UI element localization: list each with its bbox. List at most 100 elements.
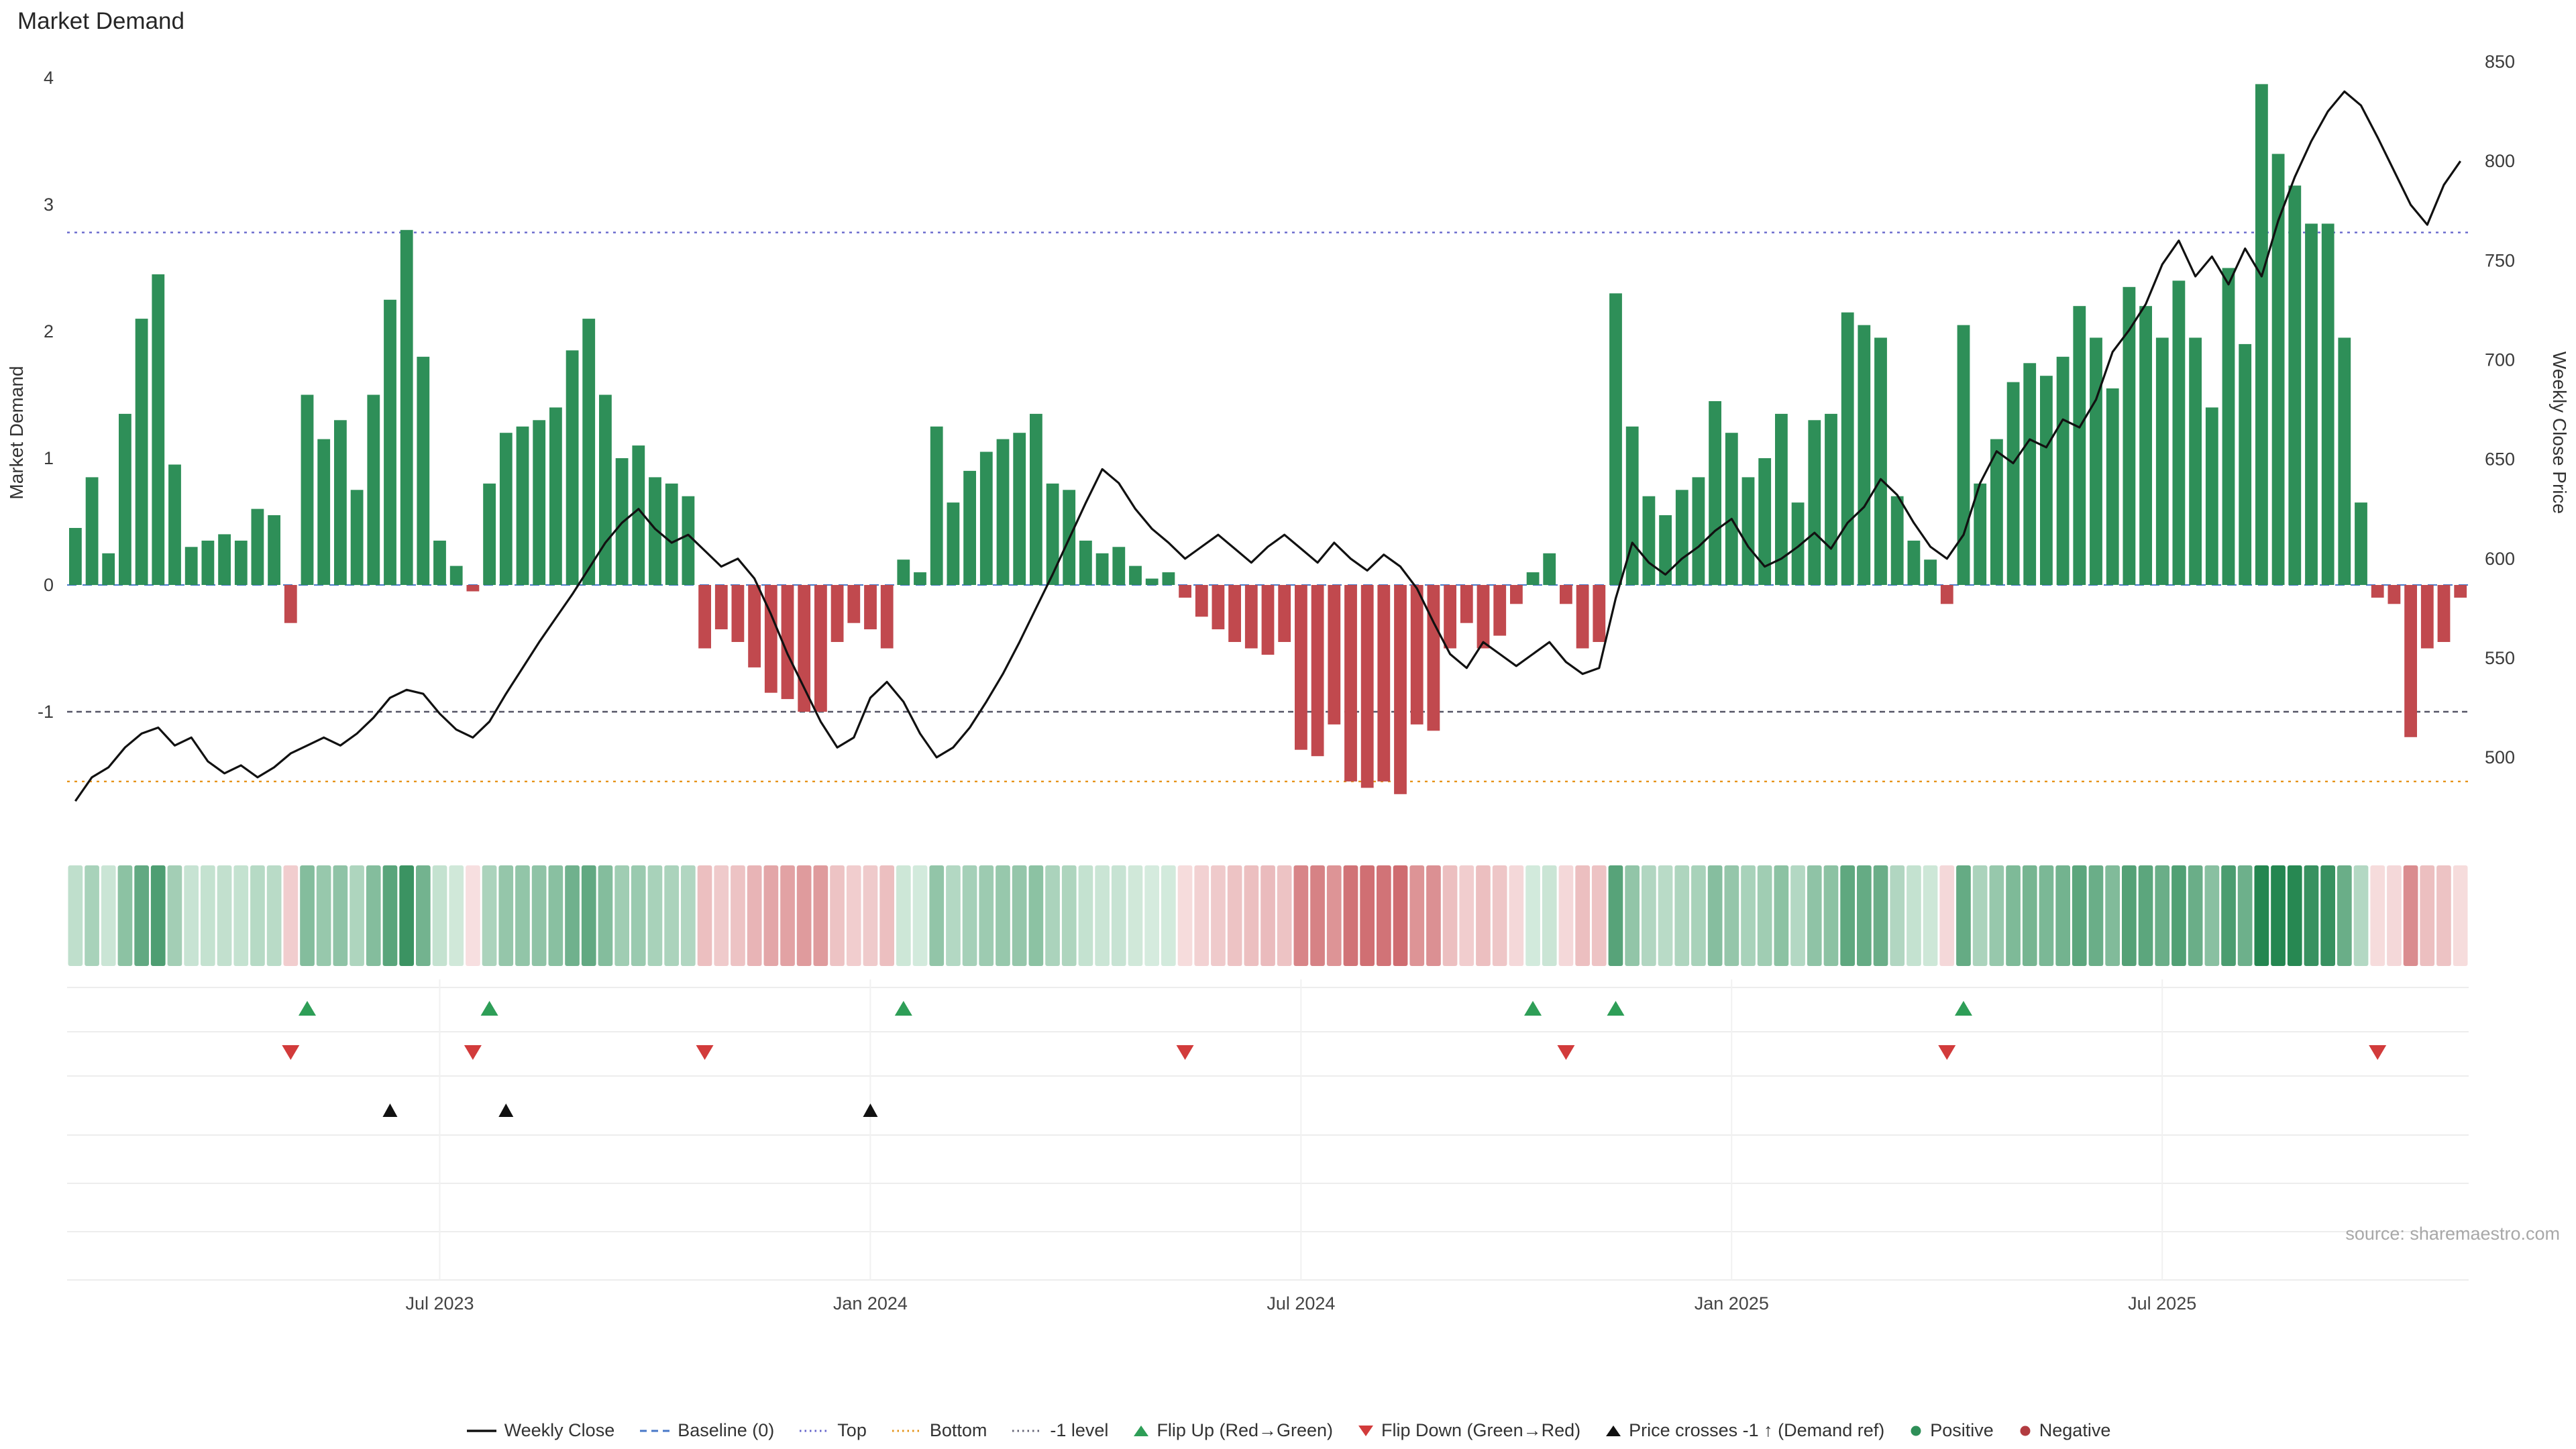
heatmap-cell: [250, 865, 265, 966]
heatmap-cell: [2353, 865, 2369, 966]
demand-bar-positive: [449, 566, 463, 585]
heatmap-cell: [2453, 865, 2468, 966]
demand-bar-positive: [1013, 433, 1026, 585]
heatmap-cell: [283, 865, 299, 966]
heatmap-cell: [1823, 865, 1839, 966]
heatmap-cell: [399, 865, 414, 966]
demand-bar-positive: [1741, 477, 1755, 586]
x-axis-tick: Jul 2024: [1267, 1293, 1335, 1313]
heatmap-cell: [1741, 865, 1756, 966]
demand-bar-negative: [2420, 585, 2434, 649]
demand-bar-positive: [1609, 293, 1622, 585]
demand-bar-positive: [119, 413, 131, 586]
heatmap-cell: [697, 865, 712, 966]
demand-bar-positive: [1030, 413, 1042, 586]
demand-bar-negative: [1195, 585, 1208, 617]
heatmap-cell: [1707, 865, 1723, 966]
heatmap-cell: [2221, 865, 2236, 966]
demand-bar-negative: [1212, 585, 1225, 630]
demand-bar-positive: [1526, 572, 1540, 585]
positive-swatch-icon: [1909, 1424, 1923, 1438]
heatmap-cell: [1873, 865, 1888, 966]
demand-bar-positive: [334, 420, 347, 585]
heatmap-cell: [2237, 865, 2253, 966]
demand-bar-positive: [1675, 490, 1688, 586]
right-axis-tick: 600: [2485, 549, 2515, 569]
heatmap-cell: [350, 865, 364, 966]
demand-bar-positive: [897, 559, 910, 585]
demand-bar-positive: [599, 394, 612, 585]
flip-down-swatch-icon: [1357, 1424, 1375, 1438]
chart-legend: Weekly Close Baseline (0) Top Bottom -1 leve…: [0, 1420, 2576, 1441]
heatmap-cell: [1989, 865, 2004, 966]
baseline-swatch-icon: [639, 1424, 671, 1438]
heatmap-cell: [1774, 865, 1789, 966]
demand-bar-negative: [764, 585, 777, 693]
bottom-swatch-icon: [891, 1424, 923, 1438]
demand-bar-positive: [1725, 433, 1738, 585]
x-axis-tick: Jan 2025: [1695, 1293, 1769, 1313]
x-axis-tick: Jan 2024: [833, 1293, 908, 1313]
heatmap-cell: [1409, 865, 1425, 966]
legend-item-top: Top: [798, 1420, 867, 1441]
demand-bar-positive: [2006, 382, 2020, 585]
right-axis-tick: 800: [2485, 151, 2515, 171]
heatmap-cell: [2122, 865, 2137, 966]
heatmap-cell: [1078, 865, 1093, 966]
heatmap-cell: [515, 865, 530, 966]
demand-bar-positive: [1543, 553, 1556, 586]
demand-bar-positive: [582, 319, 596, 585]
demand-bar-positive: [1046, 483, 1059, 585]
heatmap-cell: [1674, 865, 1690, 966]
demand-bar-positive: [1112, 547, 1126, 585]
legend-label: Top: [837, 1420, 867, 1440]
heatmap-cell: [2271, 865, 2286, 966]
demand-bar-negative: [731, 585, 745, 642]
heatmap-cell: [2370, 865, 2385, 966]
minus1-level-swatch-icon: [1011, 1424, 1043, 1438]
demand-bar-negative: [2371, 585, 2384, 598]
heatmap-cell: [929, 865, 945, 966]
heatmap-cell: [531, 865, 547, 966]
price-cross-marker: [863, 1104, 878, 1117]
right-axis-tick: 650: [2485, 449, 2515, 470]
demand-bar-negative: [1244, 585, 1258, 649]
demand-bar-negative: [1311, 585, 1324, 757]
flip-up-marker: [299, 1001, 316, 1016]
heatmap-cell: [333, 865, 348, 966]
demand-bar-positive: [317, 439, 331, 585]
demand-bar-positive: [979, 451, 993, 585]
right-axis-tick: 750: [2485, 250, 2515, 270]
demand-bar-positive: [2271, 154, 2285, 585]
heatmap-cell: [664, 865, 679, 966]
heatmap-cell: [863, 865, 878, 966]
demand-bar-negative: [1940, 585, 1953, 604]
heatmap-cell: [2138, 865, 2153, 966]
demand-bar-negative: [2437, 585, 2451, 642]
left-axis-tick: 0: [44, 575, 54, 595]
heatmap-cell: [1260, 865, 1275, 966]
demand-bar-positive: [1890, 496, 1904, 585]
page-title: Market Demand: [17, 8, 184, 34]
legend-item-baseline: Baseline (0): [639, 1420, 774, 1441]
heatmap-cell: [1326, 865, 1342, 966]
heatmap-cell: [2337, 865, 2352, 966]
heatmap-cell: [1857, 865, 1872, 966]
demand-bar-negative: [1576, 585, 1589, 649]
demand-bar-positive: [1129, 566, 1142, 585]
heatmap-cell: [1194, 865, 1210, 966]
demand-bar-positive: [85, 477, 99, 586]
legend-label: Negative: [2039, 1420, 2111, 1440]
heatmap-cell: [1277, 865, 1292, 966]
heatmap-cell: [1956, 865, 1971, 966]
heatmap-cell: [85, 865, 99, 966]
flip-down-marker: [1176, 1045, 1194, 1060]
demand-bar-negative: [466, 585, 480, 592]
heatmap-cell: [68, 865, 83, 966]
demand-bar-positive: [2139, 306, 2152, 585]
heatmap-cell: [1293, 865, 1309, 966]
demand-bar-negative: [1410, 585, 1424, 724]
heatmap-cell: [1907, 865, 1921, 966]
demand-bar-positive: [2205, 407, 2218, 585]
heatmap-cell: [2287, 865, 2302, 966]
